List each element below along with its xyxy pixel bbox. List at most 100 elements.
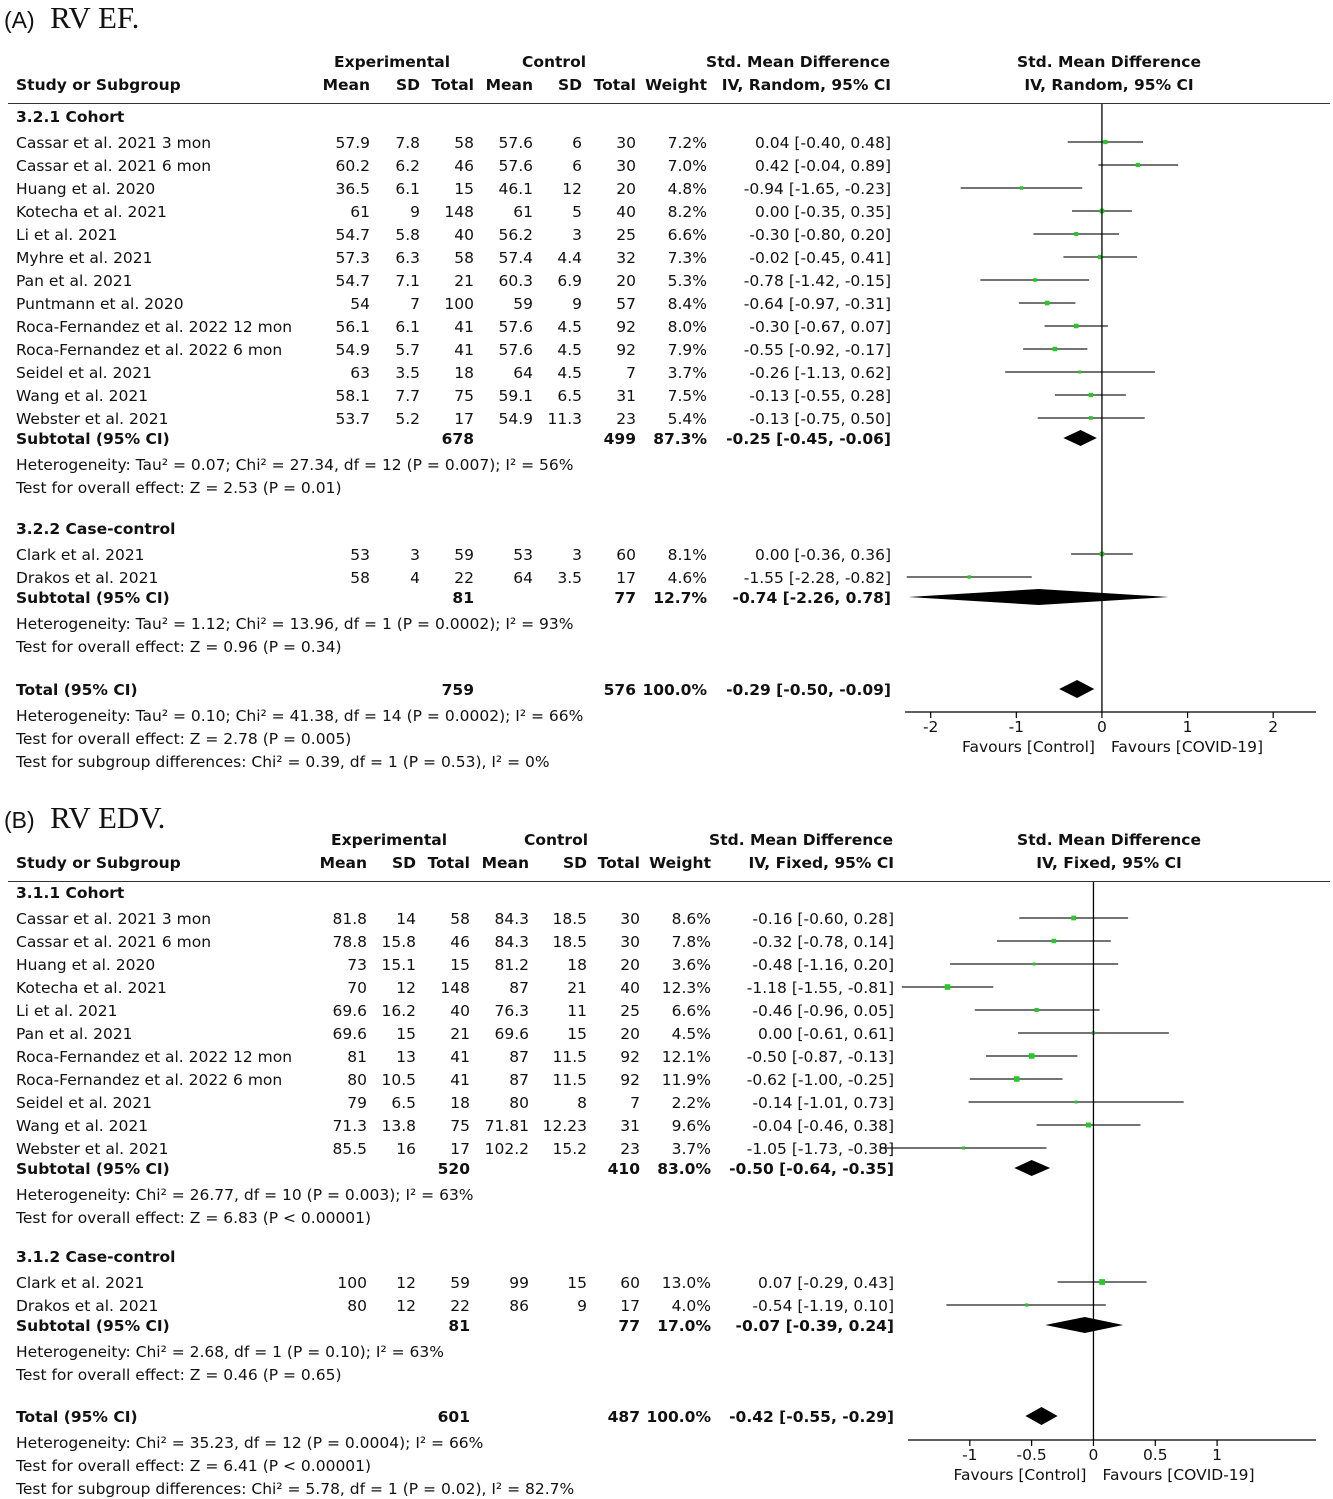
exp-sd: 5.2 — [395, 410, 420, 428]
ctl-total: 17 — [620, 1297, 640, 1315]
exp-total: 41 — [454, 341, 474, 359]
x-tick-label: -2 — [923, 718, 938, 736]
weight: 7.5% — [667, 387, 707, 405]
overall-effect-text: Test for overall effect: Z = 2.53 (P = 0… — [16, 479, 342, 497]
exp-sd: 15 — [396, 1025, 416, 1043]
ctl-sd: 15 — [567, 1025, 587, 1043]
ctl-total: 20 — [616, 272, 636, 290]
ctl-total: 32 — [616, 249, 636, 267]
point-estimate — [1052, 346, 1058, 352]
ctl-mean: 84.3 — [494, 933, 529, 951]
point-estimate — [1019, 186, 1024, 190]
ci-text: 0.00 [-0.61, 0.61] — [757, 1025, 894, 1043]
exp-sd: 15.1 — [381, 956, 416, 974]
exp-mean: 79 — [347, 1094, 367, 1112]
subtotal-exp-total: 81 — [448, 1317, 470, 1335]
ci-text: -0.55 [-0.92, -0.17] — [743, 341, 891, 359]
exp-total: 41 — [450, 1071, 470, 1089]
exp-sd: 6.1 — [395, 180, 420, 198]
exp-total: 22 — [450, 1297, 470, 1315]
ctl-sd: 11.5 — [552, 1048, 587, 1066]
total-weight: 100.0% — [642, 681, 707, 699]
ci-text: -0.04 [-0.46, 0.38] — [752, 1117, 894, 1135]
x-tick-label: 1 — [1212, 1446, 1222, 1464]
ctl-sd: 6.5 — [557, 387, 582, 405]
ctl-sd: 21 — [567, 979, 587, 997]
footer-text: Test for overall effect: Z = 2.78 (P = 0… — [16, 730, 352, 748]
exp-sd: 15.8 — [381, 933, 416, 951]
study-header: Study or Subgroup — [16, 854, 181, 872]
ctl-mean: 87 — [509, 1048, 529, 1066]
exp-mean: 63 — [350, 364, 370, 382]
ctl-mean: 57.4 — [498, 249, 533, 267]
point-estimate — [1074, 231, 1079, 237]
ctl-mean: 86 — [509, 1297, 529, 1315]
method-header: IV, Random, 95% CI — [721, 76, 891, 94]
ctl-total: 20 — [620, 1025, 640, 1043]
ci-text: -0.50 [-0.87, -0.13] — [746, 1048, 894, 1066]
ctl-total: 60 — [616, 546, 636, 564]
ci-text: -0.13 [-0.75, 0.50] — [749, 410, 891, 428]
ctl-total: 7 — [630, 1094, 640, 1112]
x-tick-label: 0 — [1089, 1446, 1099, 1464]
exp-total-header: Total — [431, 76, 474, 94]
point-estimate — [1099, 1279, 1105, 1285]
weight: 7.3% — [667, 249, 707, 267]
subtotal-ctl-total: 77 — [618, 1317, 640, 1335]
ctl-mean: 54.9 — [498, 410, 533, 428]
exp-total: 148 — [444, 203, 474, 221]
exp-mean: 54.9 — [335, 341, 370, 359]
subtotal-ci: -0.25 [-0.45, -0.06] — [726, 430, 891, 448]
exp-mean: 81 — [347, 1048, 367, 1066]
ctl-mean: 87 — [509, 1071, 529, 1089]
x-tick-label: 2 — [1268, 718, 1278, 736]
ci-text: 0.00 [-0.36, 0.36] — [754, 546, 891, 564]
exp-total: 17 — [454, 410, 474, 428]
ci-text: -0.30 [-0.80, 0.20] — [749, 226, 891, 244]
ctl-total: 40 — [620, 979, 640, 997]
ctl-mean: 81.2 — [494, 956, 529, 974]
total-ctl-total: 487 — [607, 1408, 640, 1426]
forest-plot: -1 -0.5 0 0.5 1 Favours [Control] Favours [COV… — [879, 882, 1316, 1484]
footer-text: Heterogeneity: Chi² = 35.23, df = 12 (P … — [16, 1434, 484, 1452]
exp-sd: 7.7 — [395, 387, 420, 405]
ctl-mean: 71.81 — [484, 1117, 529, 1135]
experimental-header: Experimental — [330, 831, 448, 849]
exp-total: 46 — [454, 157, 474, 175]
subgroup-title: 3.2.1 Cohort — [16, 108, 125, 126]
ctl-mean: 56.2 — [498, 226, 533, 244]
subtotal-weight: 83.0% — [657, 1160, 711, 1178]
weight: 3.6% — [671, 956, 711, 974]
favours-right-label: Favours [COVID-19] — [1102, 1466, 1254, 1484]
exp-sd: 13.8 — [381, 1117, 416, 1135]
method-plot-header: IV, Fixed, 95% CI — [1036, 854, 1182, 872]
weight: 4.5% — [671, 1025, 711, 1043]
ctl-total: 25 — [616, 226, 636, 244]
ctl-total: 92 — [616, 318, 636, 336]
ctl-mean: 69.6 — [494, 1025, 529, 1043]
exp-mean-header: Mean — [319, 854, 367, 872]
subtotal-exp-total: 678 — [441, 430, 474, 448]
study-name: Roca-Fernandez et al. 2022 12 mon — [16, 1048, 293, 1066]
ctl-mean: 59 — [513, 295, 533, 313]
weight: 8.4% — [667, 295, 707, 313]
exp-mean: 57.9 — [335, 134, 370, 152]
x-tick-label: 0 — [1097, 718, 1107, 736]
exp-mean: 80 — [347, 1297, 367, 1315]
ctl-total: 30 — [616, 157, 636, 175]
point-estimate — [1103, 139, 1108, 145]
ctl-total-header: Total — [597, 854, 640, 872]
study-name: Puntmann et al. 2020 — [16, 295, 184, 313]
exp-mean: 69.6 — [332, 1025, 367, 1043]
subtotal-ctl-total: 499 — [603, 430, 636, 448]
subtotal-ctl-total: 77 — [614, 589, 636, 607]
exp-sd: 12 — [396, 1297, 416, 1315]
exp-mean: 81.8 — [332, 910, 367, 928]
study-name: Cassar et al. 2021 6 mon — [16, 933, 212, 951]
exp-mean: 57.3 — [335, 249, 370, 267]
study-name: Myhre et al. 2021 — [16, 249, 153, 267]
exp-mean: 53 — [350, 546, 370, 564]
point-estimate — [1088, 392, 1093, 398]
ctl-total: 57 — [616, 295, 636, 313]
heterogeneity-text: Heterogeneity: Tau² = 0.07; Chi² = 27.34… — [16, 456, 574, 474]
